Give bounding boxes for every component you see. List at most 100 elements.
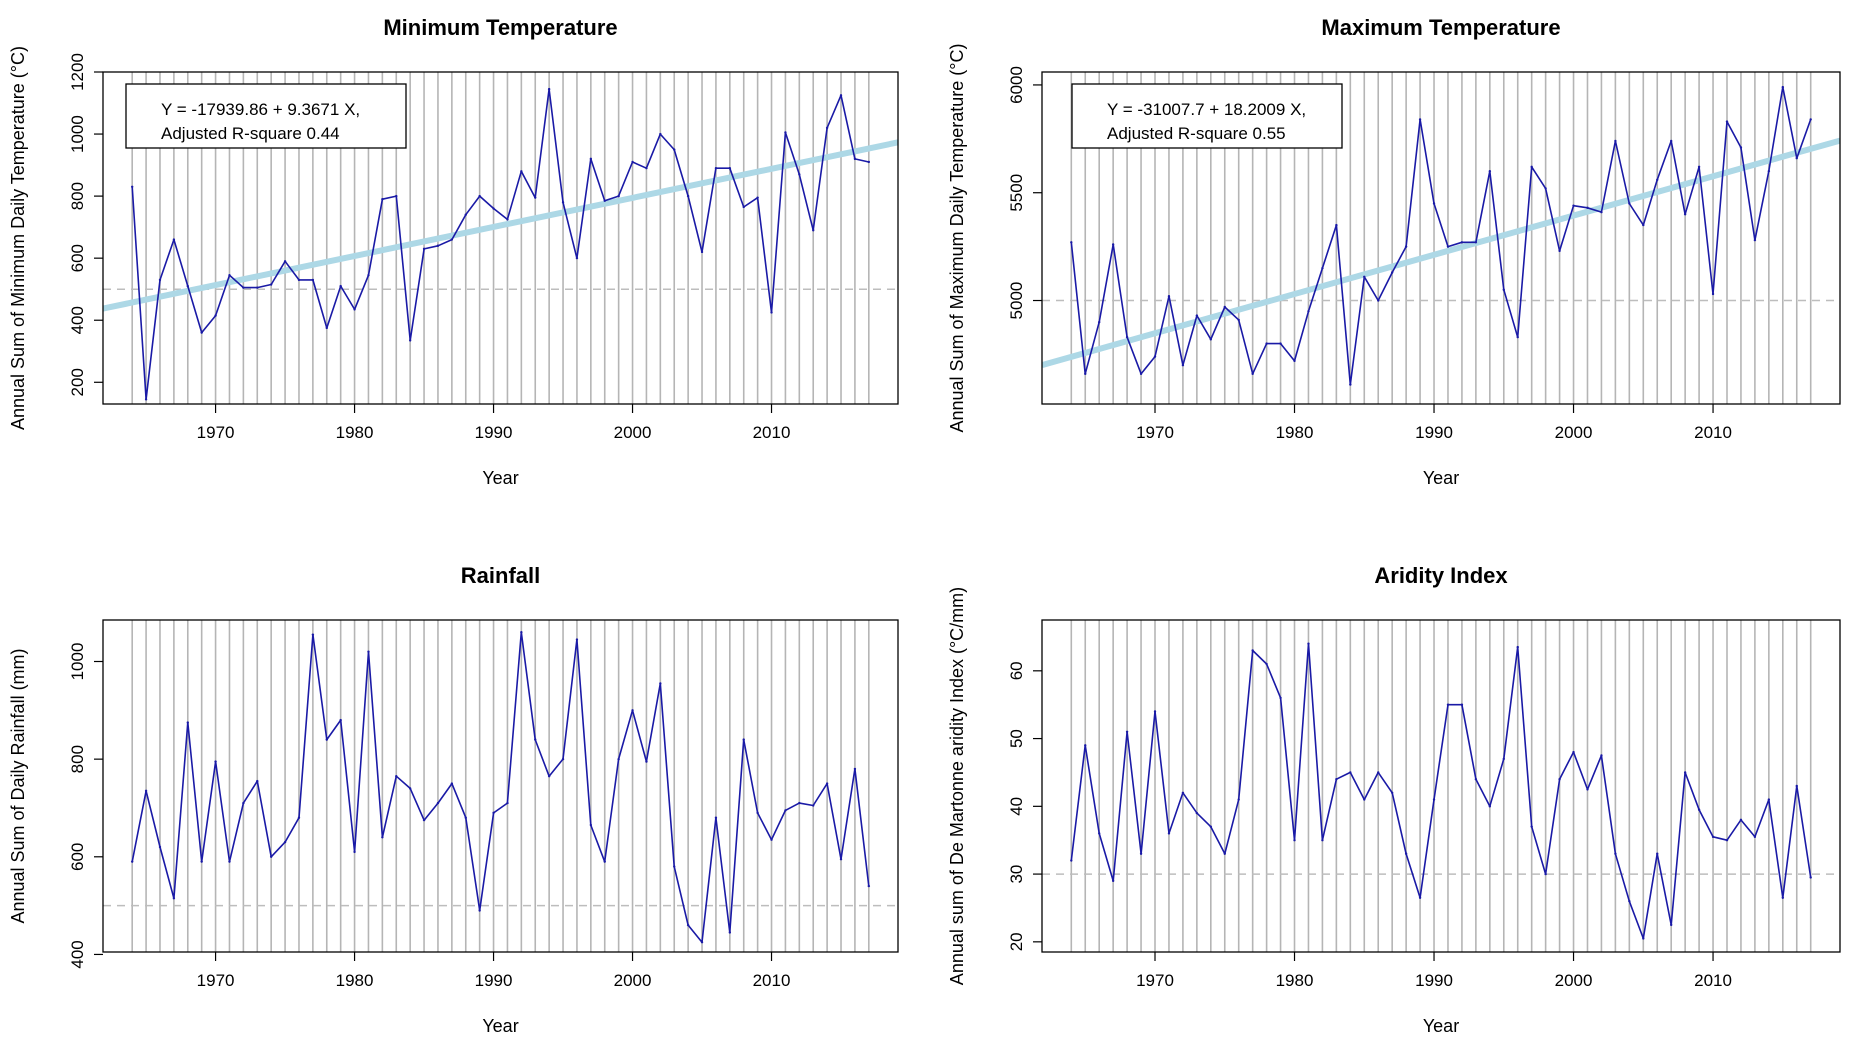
series-line	[131, 631, 870, 944]
data-point	[450, 782, 454, 785]
data-point	[1739, 146, 1743, 149]
data-point	[1181, 791, 1185, 794]
y-tick-label: 600	[68, 244, 87, 272]
data-point	[1614, 852, 1617, 855]
data-point	[1363, 798, 1366, 801]
data-point	[589, 823, 593, 827]
data-point	[686, 923, 690, 927]
x-tick-label: 1990	[475, 423, 513, 442]
data-point	[1307, 642, 1310, 645]
data-point	[311, 278, 315, 282]
data-point	[1335, 223, 1338, 227]
y-tick-label: 400	[68, 306, 87, 334]
panel-4: 1970 1980 1990 2000 2010 20 30 40 50 60 Aridity In…	[947, 563, 1841, 1036]
data-point	[1195, 811, 1199, 815]
series-line	[1070, 86, 1812, 386]
data-point	[1251, 649, 1254, 652]
data-point	[1544, 187, 1547, 190]
data-point	[269, 855, 273, 858]
chart-title: Rainfall	[461, 563, 540, 588]
y-axis-label: Annual Sum of Minimum Daily Temperature …	[8, 46, 28, 430]
data-point	[228, 860, 231, 863]
y-tick-label: 50	[1007, 729, 1026, 748]
data-point	[1153, 355, 1157, 358]
data-point	[534, 738, 537, 741]
data-point	[1293, 839, 1296, 842]
x-tick-label: 2010	[753, 423, 791, 442]
data-point	[297, 816, 301, 819]
data-point	[367, 274, 370, 277]
data-point	[228, 274, 231, 277]
data-point	[1530, 825, 1533, 828]
panel-1: Y = -17939.86 + 9.3671 X, Adjusted R-squa…	[8, 15, 899, 488]
data-point	[1683, 213, 1687, 216]
data-point	[603, 199, 606, 202]
data-point	[686, 194, 690, 198]
data-point	[784, 131, 787, 134]
data-point	[561, 201, 565, 204]
y-tick-label: 800	[68, 745, 87, 773]
data-point	[825, 782, 829, 785]
data-point	[1265, 662, 1268, 666]
data-point	[798, 173, 801, 176]
data-point	[450, 238, 454, 241]
y-axis-label: Annual Sum of Daily Rainfall (mm)	[8, 648, 28, 923]
chart-title: Minimum Temperature	[383, 15, 617, 40]
data-point	[395, 775, 398, 778]
data-point	[839, 94, 843, 97]
x-tick-label: 1990	[1415, 423, 1453, 442]
data-point	[547, 775, 551, 778]
data-point	[631, 709, 634, 712]
data-point	[645, 760, 648, 763]
data-point	[283, 840, 287, 844]
data-point	[1293, 359, 1296, 363]
data-point	[1614, 139, 1617, 143]
data-point	[1544, 872, 1547, 876]
data-point	[1070, 241, 1073, 244]
data-point	[1669, 139, 1673, 143]
data-point	[1586, 206, 1589, 210]
data-point	[1167, 295, 1171, 298]
data-point	[1097, 320, 1101, 324]
data-point	[186, 721, 189, 724]
data-point	[1753, 238, 1757, 242]
x-tick-label: 1970	[197, 423, 235, 442]
y-tick-label: 600	[68, 843, 87, 871]
data-point	[714, 166, 718, 170]
data-point	[367, 650, 370, 653]
data-point	[506, 801, 509, 805]
data-point	[1335, 778, 1338, 781]
data-point	[464, 816, 467, 819]
y-tick-label: 400	[68, 940, 87, 968]
data-point	[1558, 778, 1561, 781]
data-point	[1558, 249, 1561, 253]
data-point	[1725, 839, 1729, 842]
x-axis-label: Year	[482, 468, 518, 488]
data-point	[1349, 771, 1352, 774]
data-point	[1460, 703, 1464, 706]
r-square-text: Adjusted R-square 0.44	[161, 124, 340, 143]
data-point	[144, 789, 148, 793]
data-point	[172, 238, 176, 241]
data-point	[422, 247, 426, 251]
y-tick-label: 1200	[68, 53, 87, 91]
data-point	[853, 157, 857, 161]
data-point	[1656, 852, 1659, 855]
data-point	[1711, 835, 1715, 839]
data-point	[1642, 223, 1645, 227]
data-point	[492, 207, 495, 210]
equation-box	[125, 83, 407, 149]
data-point	[1279, 696, 1282, 700]
x-tick-label: 1980	[1276, 423, 1314, 442]
x-tick-label: 2000	[1555, 971, 1593, 990]
data-point	[1349, 383, 1352, 386]
x-axis-label: Year	[1423, 1016, 1459, 1036]
data-point	[242, 801, 245, 805]
data-point	[1432, 202, 1436, 205]
data-point	[492, 811, 495, 815]
data-point	[631, 160, 634, 164]
data-point	[1279, 342, 1282, 345]
data-point	[1209, 338, 1213, 341]
x-tick-label: 2010	[1694, 423, 1732, 442]
data-point	[798, 801, 801, 805]
